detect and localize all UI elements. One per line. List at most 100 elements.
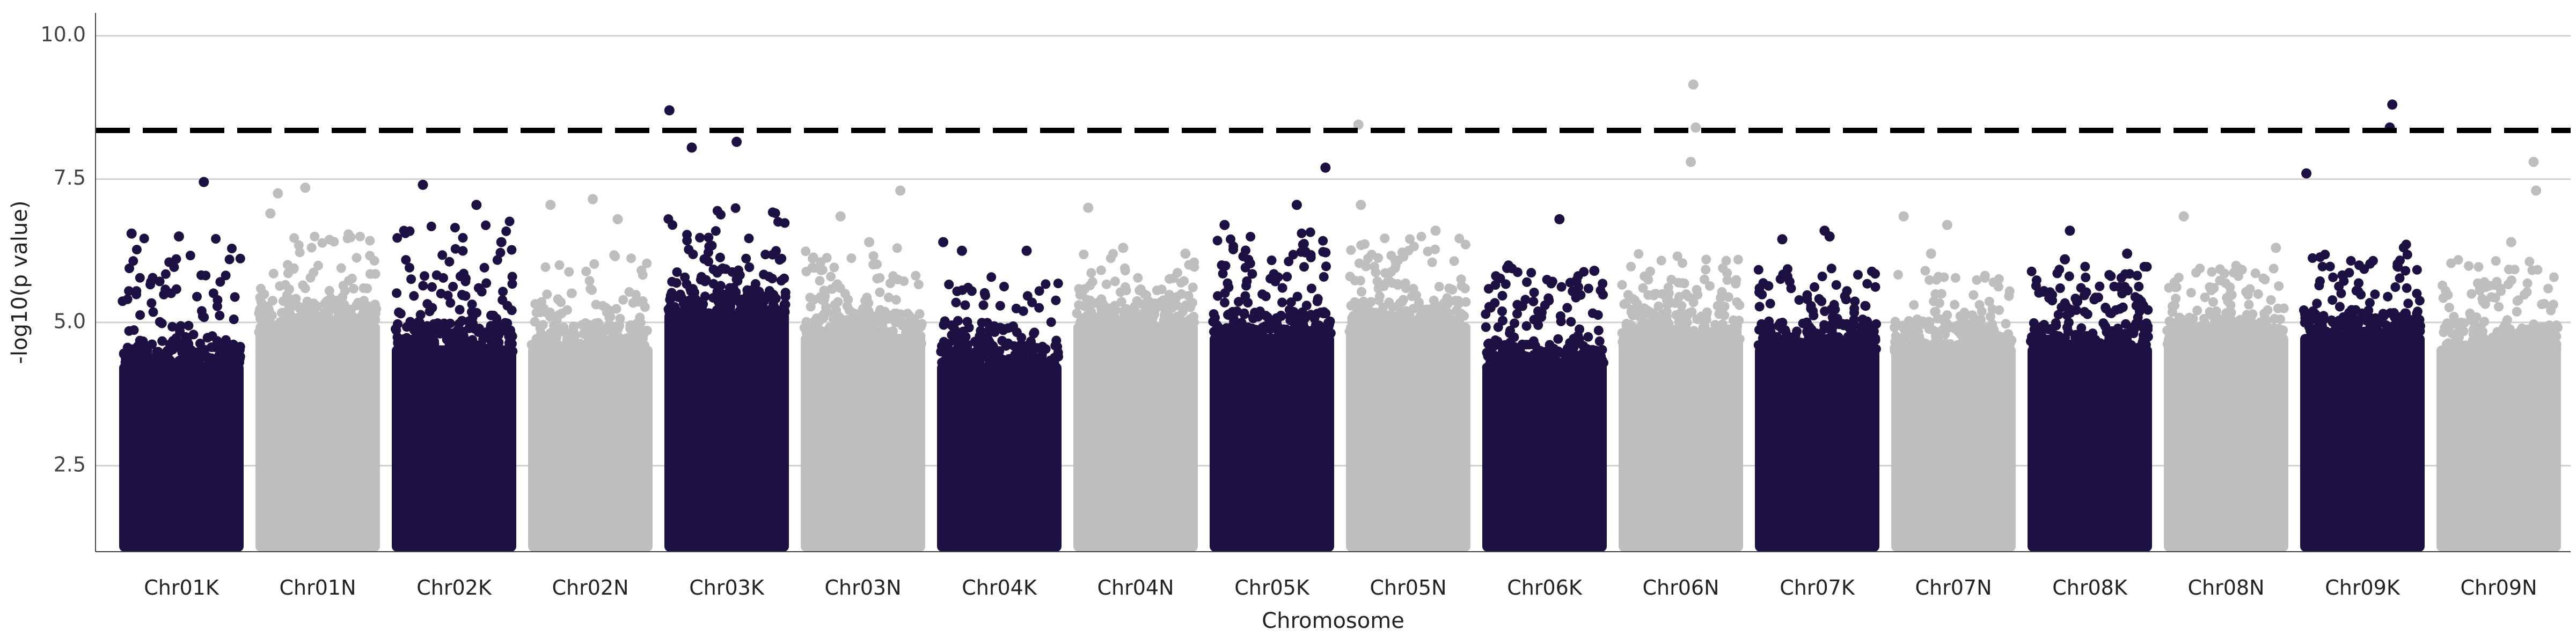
series-chr06n bbox=[1617, 79, 1745, 552]
data-point bbox=[883, 292, 894, 303]
peak-point bbox=[731, 136, 742, 147]
data-point bbox=[1650, 340, 1660, 350]
data-point bbox=[2221, 320, 2231, 331]
data-point bbox=[1562, 303, 1572, 313]
data-point bbox=[1512, 267, 1523, 277]
data-point bbox=[457, 316, 467, 326]
data-point bbox=[1950, 299, 1960, 310]
data-point bbox=[2219, 268, 2229, 279]
data-point bbox=[2448, 319, 2458, 329]
data-point bbox=[1348, 311, 1358, 321]
data-point bbox=[2225, 289, 2235, 299]
data-point bbox=[1849, 320, 1860, 330]
peak-point bbox=[1777, 234, 1788, 245]
data-points bbox=[118, 79, 2563, 552]
data-point bbox=[370, 309, 380, 319]
data-point bbox=[392, 332, 402, 342]
peak-point bbox=[2271, 243, 2281, 253]
data-point bbox=[1971, 331, 1981, 341]
data-point bbox=[1173, 268, 1182, 278]
data-point bbox=[2494, 302, 2504, 312]
data-point bbox=[1672, 251, 1682, 261]
data-point bbox=[2000, 349, 2010, 359]
series-chr08k bbox=[2026, 225, 2153, 552]
data-point bbox=[672, 267, 682, 277]
data-point bbox=[495, 247, 506, 258]
data-point bbox=[1129, 328, 1139, 338]
data-point bbox=[671, 278, 682, 288]
data-point bbox=[2053, 310, 2063, 320]
data-point bbox=[1924, 324, 1934, 334]
data-point bbox=[1946, 352, 1956, 362]
data-point bbox=[2302, 339, 2312, 349]
data-point bbox=[1924, 275, 1935, 285]
data-point bbox=[507, 272, 517, 282]
data-point bbox=[1365, 306, 1375, 316]
data-point bbox=[735, 306, 745, 316]
peak-point bbox=[1353, 119, 1364, 130]
data-point bbox=[868, 251, 879, 261]
data-point bbox=[663, 214, 674, 224]
data-point bbox=[2479, 348, 2490, 358]
data-point bbox=[696, 306, 706, 316]
data-point bbox=[507, 279, 517, 289]
data-point bbox=[2412, 265, 2422, 275]
series-chr02n bbox=[526, 194, 653, 552]
data-point bbox=[1930, 289, 1941, 299]
y-tick-label: 5.0 bbox=[54, 309, 86, 333]
data-point bbox=[2044, 324, 2053, 334]
peak-point bbox=[1356, 200, 1366, 210]
peak-point bbox=[265, 208, 276, 219]
data-point bbox=[826, 284, 837, 294]
data-point bbox=[684, 245, 694, 254]
series-chr09n bbox=[2436, 157, 2563, 552]
data-point bbox=[1596, 286, 1606, 296]
data-point bbox=[2546, 305, 2556, 316]
data-point bbox=[2258, 273, 2268, 283]
data-point bbox=[771, 246, 781, 256]
data-point bbox=[1689, 335, 1699, 345]
peak-point bbox=[612, 214, 623, 224]
data-point bbox=[1313, 294, 1323, 304]
data-point bbox=[1298, 319, 1308, 330]
data-point bbox=[163, 368, 173, 378]
data-point bbox=[2001, 319, 2011, 329]
data-point bbox=[498, 287, 508, 297]
data-point bbox=[412, 338, 422, 348]
x-axis-ticks: Chr01K Chr01N Chr02K Chr02N Chr03K Chr03N Chr0… bbox=[144, 576, 2537, 599]
data-point bbox=[2101, 304, 2111, 313]
data-point bbox=[2344, 327, 2354, 337]
data-point bbox=[586, 284, 596, 294]
data-point bbox=[1306, 283, 1316, 294]
y-axis-title: -log10(p value) bbox=[8, 201, 32, 364]
peak-point bbox=[2178, 211, 2189, 222]
data-point bbox=[1533, 306, 1543, 316]
data-point bbox=[1016, 333, 1027, 343]
data-point bbox=[1863, 339, 1873, 349]
data-point bbox=[467, 335, 478, 345]
data-point bbox=[1096, 311, 1107, 321]
data-point bbox=[1849, 335, 1860, 345]
data-point bbox=[1157, 284, 1167, 295]
data-point bbox=[2519, 290, 2529, 299]
data-point bbox=[1693, 290, 1703, 300]
data-point bbox=[288, 324, 298, 334]
data-point bbox=[1353, 298, 1364, 309]
peak-point bbox=[1686, 157, 1696, 167]
data-point bbox=[986, 272, 997, 282]
data-point bbox=[564, 267, 574, 277]
data-point bbox=[816, 257, 826, 267]
data-point bbox=[1497, 306, 1507, 316]
data-point bbox=[1831, 280, 1841, 290]
data-point bbox=[1368, 329, 1378, 339]
data-point bbox=[708, 265, 719, 274]
data-point bbox=[192, 291, 202, 302]
peak-point bbox=[199, 177, 209, 187]
data-point bbox=[2304, 322, 2314, 332]
dense-point-band bbox=[1619, 334, 1743, 552]
data-point bbox=[2389, 308, 2399, 318]
data-point bbox=[2345, 318, 2355, 327]
data-point bbox=[1512, 309, 1522, 319]
data-point bbox=[1299, 262, 1309, 272]
data-point bbox=[405, 226, 415, 236]
